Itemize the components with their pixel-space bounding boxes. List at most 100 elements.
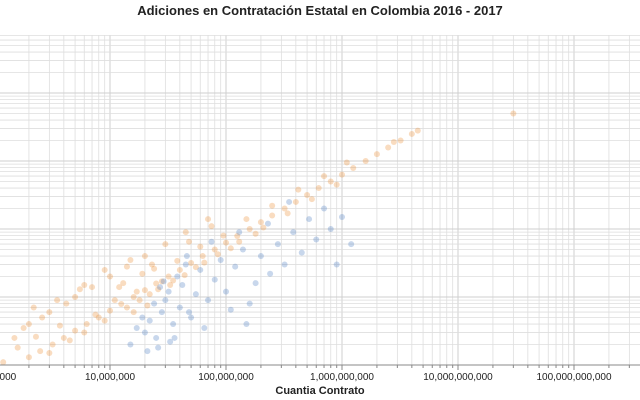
x-axis-label: Cuantia Contrato: [275, 385, 365, 397]
x-tick-label: 100,000,000,000: [536, 372, 612, 383]
scatter-point: [269, 202, 276, 209]
scatter-point: [510, 110, 517, 117]
scatter-point: [211, 276, 218, 283]
x-tick-label: 10,000,000,000: [423, 372, 493, 383]
scatter-point: [151, 265, 158, 272]
scatter-point: [46, 350, 53, 357]
scatter-point: [157, 284, 164, 291]
scatter-point: [281, 261, 288, 268]
scatter-point: [63, 300, 70, 307]
scatter-point: [56, 322, 63, 329]
scatter-point: [174, 257, 181, 264]
scatter-point: [327, 226, 334, 232]
scatter-point: [414, 127, 421, 134]
scatter-point: [257, 219, 264, 226]
scatter-point: [162, 241, 169, 248]
scatter-point: [139, 314, 146, 321]
grid: [0, 35, 640, 366]
scatter-point: [220, 232, 227, 239]
scatter-point: [20, 325, 27, 332]
scatter-point: [205, 216, 212, 223]
scatter-point: [306, 216, 313, 223]
scatter-point: [333, 261, 340, 268]
x-axis: 1,000,000 10,000,000 100,000,000 1,000,000,…: [0, 364, 640, 383]
scatter-point: [141, 253, 148, 260]
scatter-point: [339, 214, 345, 221]
scatter-point: [107, 307, 113, 314]
scatter-point: [260, 224, 267, 231]
scatter-point: [286, 198, 293, 205]
scatter-point: [66, 337, 73, 344]
scatter-point: [181, 272, 188, 279]
scatter-point: [188, 260, 195, 267]
scatter-point: [139, 270, 146, 277]
scatter-point: [408, 130, 415, 137]
scatter-point: [227, 245, 234, 252]
scatter-point: [264, 220, 271, 227]
scatter-point: [171, 334, 178, 341]
scatter-point: [284, 210, 291, 217]
scatter-point: [321, 205, 328, 212]
scatter-point: [170, 321, 177, 328]
scatter-point: [234, 232, 241, 239]
scatter-point: [49, 341, 56, 348]
scatter-point: [72, 327, 79, 334]
scatter-point: [0, 359, 7, 366]
scatter-point: [304, 192, 311, 199]
scatter-point: [246, 300, 253, 307]
scatter-point: [208, 223, 215, 230]
scatter-point: [141, 287, 148, 294]
scatter-point: [243, 216, 250, 223]
scatter-point: [373, 151, 380, 158]
scatter-point: [89, 284, 96, 291]
scatter-point: [232, 263, 239, 270]
scatter-point: [243, 321, 250, 328]
scatter-point: [107, 273, 113, 280]
scatter-point: [133, 288, 140, 295]
scatter-point: [197, 243, 204, 250]
scatter-point: [223, 239, 229, 246]
scatter-point: [182, 261, 189, 268]
scatter-point: [257, 253, 264, 260]
scatter-point: [267, 270, 274, 277]
scatter-point: [252, 280, 259, 287]
scatter-point: [313, 236, 320, 243]
scatter-point: [144, 348, 151, 355]
scatter-point: [197, 266, 204, 273]
scatter-point: [158, 278, 165, 285]
scatter-point: [343, 159, 350, 166]
scatter-point: [76, 286, 83, 293]
scatter-point: [146, 317, 153, 324]
scatter-point: [201, 325, 208, 332]
scatter-point: [315, 185, 322, 192]
scatter-point: [146, 291, 153, 298]
scatter-point: [46, 309, 53, 316]
points: [0, 110, 517, 366]
scatter-point: [176, 304, 183, 311]
x-tick-label: 1,000,000,000: [310, 372, 374, 383]
scatter-point: [292, 198, 299, 205]
scatter-point: [290, 229, 297, 236]
scatter-point: [217, 257, 224, 264]
scatter-point: [227, 306, 234, 313]
scatter-point: [298, 249, 305, 256]
scatter-point: [60, 334, 67, 341]
scatter-point: [295, 186, 302, 193]
x-tick-label: 10,000,000: [85, 372, 135, 383]
scatter-point: [101, 266, 108, 273]
scatter-point: [179, 282, 186, 289]
scatter-point: [144, 302, 151, 309]
scatter-point: [183, 253, 190, 260]
scatter-point: [39, 314, 46, 321]
scatter-point: [153, 334, 160, 341]
scatter-point: [211, 246, 218, 253]
scatter-point: [186, 309, 193, 316]
scatter-point: [236, 229, 243, 236]
scatter-point: [269, 212, 276, 219]
scatter-point: [81, 282, 88, 289]
scatter-point: [167, 338, 174, 345]
scatter-point: [127, 341, 134, 348]
scatter-point: [192, 291, 199, 298]
